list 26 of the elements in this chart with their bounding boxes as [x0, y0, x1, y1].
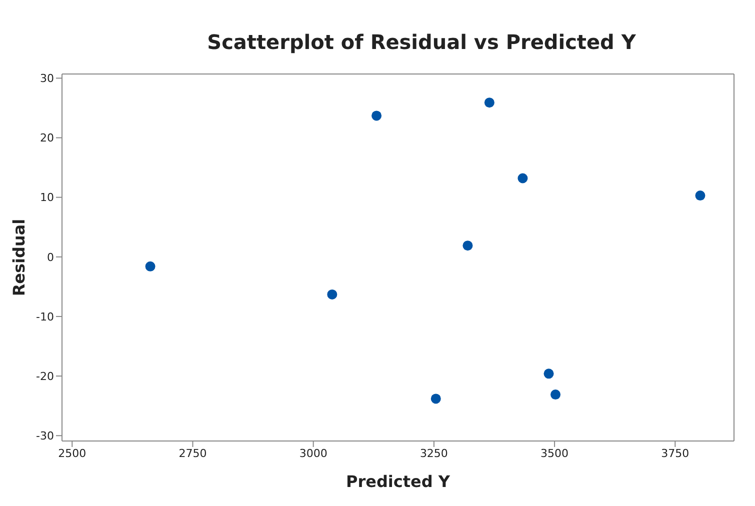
- y-tick-label: 0: [47, 250, 54, 264]
- point: [145, 261, 156, 272]
- y-tick-label: 30: [40, 72, 54, 86]
- y-tick-label: 20: [40, 132, 54, 145]
- y-tick-label: -10: [36, 310, 54, 324]
- x-axis-title: Predicted Y: [346, 472, 450, 491]
- point: [544, 368, 554, 379]
- point: [372, 110, 382, 121]
- y-tick-label: 10: [40, 191, 54, 204]
- x-tick-label: 3500: [540, 446, 569, 460]
- x-tick-label: 2750: [178, 446, 207, 460]
- point: [518, 173, 528, 184]
- y-axis-title: Residual: [10, 218, 29, 296]
- x-tick-label: 2500: [58, 446, 86, 460]
- x-tick-label: 3250: [420, 446, 448, 460]
- chart-title: Scatterplot of Residual vs Predicted Y: [206, 30, 637, 54]
- point: [550, 390, 561, 400]
- x-tick-label: 3000: [299, 446, 328, 460]
- x-tick-label: 3750: [661, 446, 690, 460]
- y-tick-label: -30: [36, 430, 54, 443]
- point: [327, 289, 338, 300]
- point: [462, 240, 473, 251]
- y-tick-label: -20: [36, 370, 54, 383]
- point: [430, 394, 441, 404]
- point: [695, 190, 706, 201]
- point: [484, 98, 494, 108]
